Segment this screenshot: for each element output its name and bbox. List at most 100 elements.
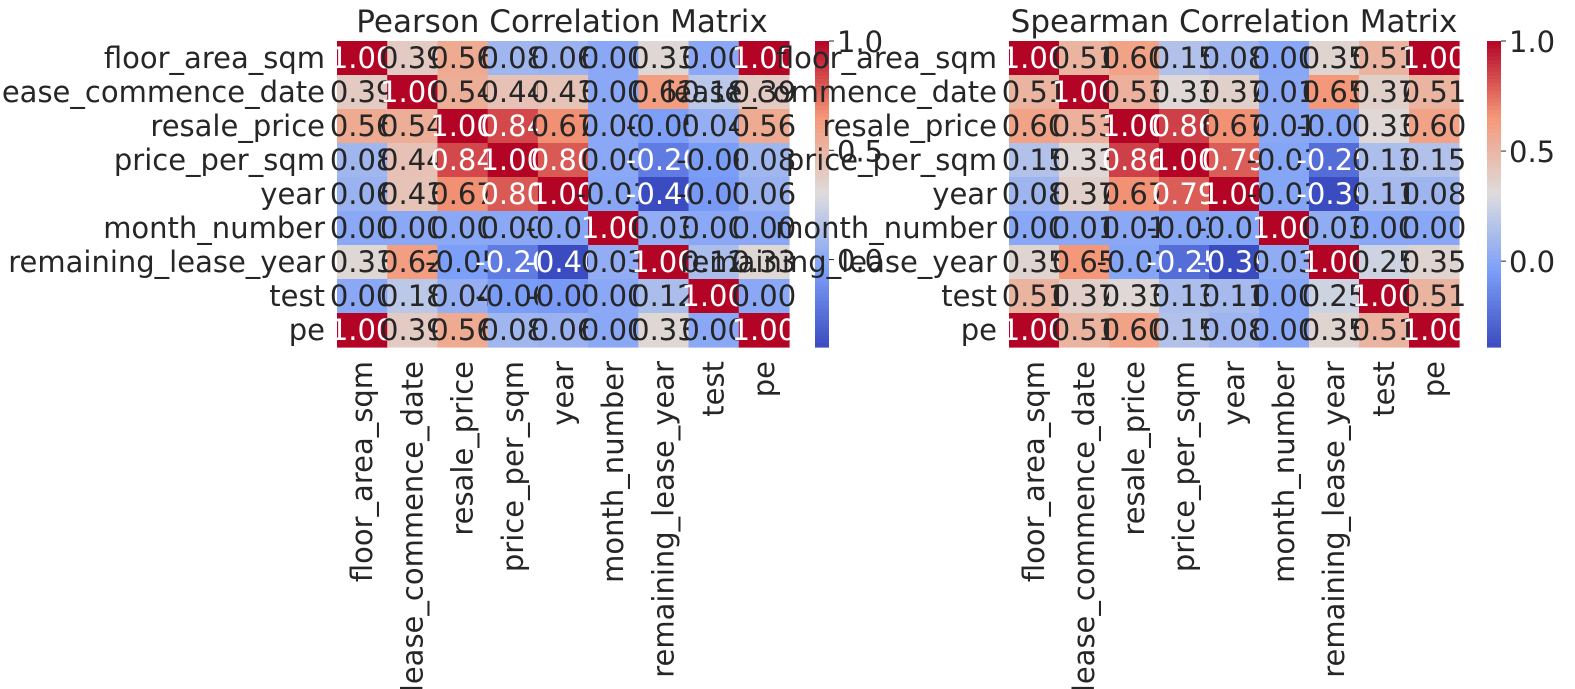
pearson-cell-r7-c6 [638, 279, 690, 314]
pearson-cell-r6-c3 [487, 245, 539, 280]
spearman-colorbar-segment [1487, 201, 1501, 207]
pearson-cell-r4-c3 [487, 177, 539, 212]
spearman-colorbar-segment [1487, 174, 1501, 180]
spearman-colorbar-segment [1487, 232, 1501, 237]
pearson-cell-label-r7-c7: 1.00 [681, 279, 746, 313]
spearman-column-label: price_per_sqm [1167, 361, 1201, 572]
spearman-colorbar-segment [1487, 102, 1501, 107]
pearson-colorbar-segment [815, 255, 829, 260]
pearson-colorbar-segment [815, 171, 829, 176]
spearman-cell-label-r2-c4: 0.67 [1202, 109, 1267, 143]
pearson-column-label: pe [747, 361, 781, 397]
spearman-cell-label-r6-c8: 0.35 [1402, 245, 1467, 279]
pearson-cell-r5-c1 [387, 211, 439, 246]
spearman-cell-label-r6-c6: 1.00 [1302, 245, 1367, 279]
pearson-colorbar-tick-label: 0.5 [837, 134, 883, 168]
spearman-colorbar-segment [1487, 316, 1501, 321]
spearman-colorbar-segment [1487, 324, 1501, 329]
spearman-colorbar-segment [1487, 335, 1501, 340]
pearson-cell-r8-c0 [337, 313, 388, 348]
pearson-cell-label-r4-c1: 0.43 [380, 177, 445, 211]
pearson-cell-r5-c5 [588, 211, 639, 246]
spearman-colorbar-segment [1487, 132, 1501, 138]
pearson-cell-label-r7-c6: 0.12 [631, 279, 696, 313]
pearson-cell-label-r4-c2: 0.67 [430, 177, 495, 211]
spearman-colorbar-segment [1487, 224, 1501, 230]
pearson-cell-r6-c8 [738, 245, 790, 280]
spearman-cell-r7-c8 [1409, 279, 1460, 314]
spearman-colorbar-segment [1487, 41, 1501, 46]
pearson-colorbar-segment [815, 224, 829, 230]
spearman-cell-r4-c6 [1309, 177, 1360, 212]
pearson-cell-label-r3-c7: -0.06 [676, 143, 751, 177]
pearson-cell-r1-c5 [588, 75, 639, 110]
pearson-cell-label-r2-c8: 0.56 [732, 109, 797, 143]
pearson-colorbar-segment [815, 293, 829, 298]
pearson-colorbar-segment [815, 270, 829, 275]
pearson-colorbar-segment [815, 125, 829, 130]
spearman-colorbar-segment [1487, 83, 1501, 88]
spearman-cell-r4-c2 [1109, 177, 1160, 212]
pearson-column-label: floor_area_sqm [345, 361, 379, 582]
pearson-cell-r3-c1 [387, 143, 439, 178]
spearman-cell-r4-c7 [1359, 177, 1410, 212]
spearman-colorbar-segment [1487, 259, 1501, 264]
pearson-cell-r5-c4 [537, 211, 589, 246]
pearson-cell-r0-c2 [437, 41, 489, 76]
spearman-colorbar-segment [1487, 285, 1501, 291]
spearman-colorbar-segment [1487, 228, 1501, 233]
pearson-cell-r5-c7 [688, 211, 740, 246]
spearman-cell-r7-c0 [1009, 279, 1060, 314]
pearson-cell-r4-c4 [537, 177, 589, 212]
pearson-cell-label-r7-c2: 0.04 [430, 279, 495, 313]
spearman-cell-r3-c2 [1109, 143, 1160, 178]
spearman-colorbar-segment [1487, 308, 1501, 314]
spearman-cell-label-r2-c2: 1.00 [1102, 109, 1167, 143]
spearman-colorbar-segment [1487, 213, 1501, 218]
pearson-row-labels: floor_area_sqmlease_commence_dateresale_… [0, 41, 325, 347]
spearman-cell-r1-c5 [1259, 75, 1310, 110]
pearson-row-label: price_per_sqm [114, 143, 325, 177]
spearman-cell-r2-c8 [1409, 109, 1460, 144]
spearman-cell-label-r0-c4: 0.08 [1202, 41, 1267, 75]
pearson-cell-label-r3-c4: 0.80 [531, 143, 596, 177]
spearman-cell-label-r7-c3: 0.13 [1152, 279, 1217, 313]
pearson-cell-label-r0-c7: 0.00 [681, 41, 746, 75]
spearman-cell-r4-c5 [1259, 177, 1310, 212]
spearman-colorbar-segment [1487, 274, 1501, 279]
spearman-cell-label-r1-c1: 1.00 [1052, 75, 1117, 109]
spearman-colorbar-segment [1487, 205, 1501, 210]
spearman-cell-r5-c1 [1059, 211, 1110, 246]
spearman-cell-r8-c7 [1359, 313, 1410, 348]
spearman-colorbar-segment [1487, 247, 1501, 252]
pearson-cell-r3-c5 [588, 143, 639, 178]
pearson-cell-label-r8-c2: 0.56 [430, 313, 495, 347]
pearson-cell-label-r6-c7: 0.12 [681, 245, 746, 279]
pearson-colorbar-segment [815, 186, 829, 191]
pearson-cell-label-r1-c8: 0.39 [732, 75, 797, 109]
spearman-cell-label-r4-c2: 0.67 [1102, 177, 1167, 211]
spearman-cell-label-r5-c5: 1.00 [1252, 211, 1317, 245]
pearson-cell-label-r2-c2: 1.00 [430, 109, 495, 143]
spearman-cell-r1-c0 [1009, 75, 1060, 110]
spearman-cell-r0-c8 [1409, 41, 1460, 76]
pearson-cell-r4-c2 [437, 177, 489, 212]
pearson-cell-r0-c6 [638, 41, 690, 76]
pearson-cell-r6-c5 [588, 245, 639, 280]
pearson-colorbar-segment [815, 320, 829, 325]
spearman-colorbar-segment [1487, 297, 1501, 302]
pearson-colorbar-segment [815, 60, 829, 65]
spearman-cell-r0-c7 [1359, 41, 1410, 76]
pearson-cell-r5-c6 [638, 211, 690, 246]
pearson-cell-label-r4-c3: 0.80 [480, 177, 545, 211]
pearson-colorbar-segment [815, 266, 829, 272]
spearman-cell-label-r2-c0: 0.60 [1002, 109, 1067, 143]
spearman-column-label: lease_commence_date [1067, 361, 1101, 689]
spearman-colorbar-segment [1487, 167, 1501, 172]
spearman-cell-r1-c3 [1159, 75, 1210, 110]
pearson-colorbar-segment [815, 52, 829, 57]
pearson-cell-r8-c7 [688, 313, 740, 348]
spearman-cell-label-r7-c1: 0.37 [1052, 279, 1117, 313]
spearman-cell-label-r5-c1: 0.01 [1052, 211, 1117, 245]
